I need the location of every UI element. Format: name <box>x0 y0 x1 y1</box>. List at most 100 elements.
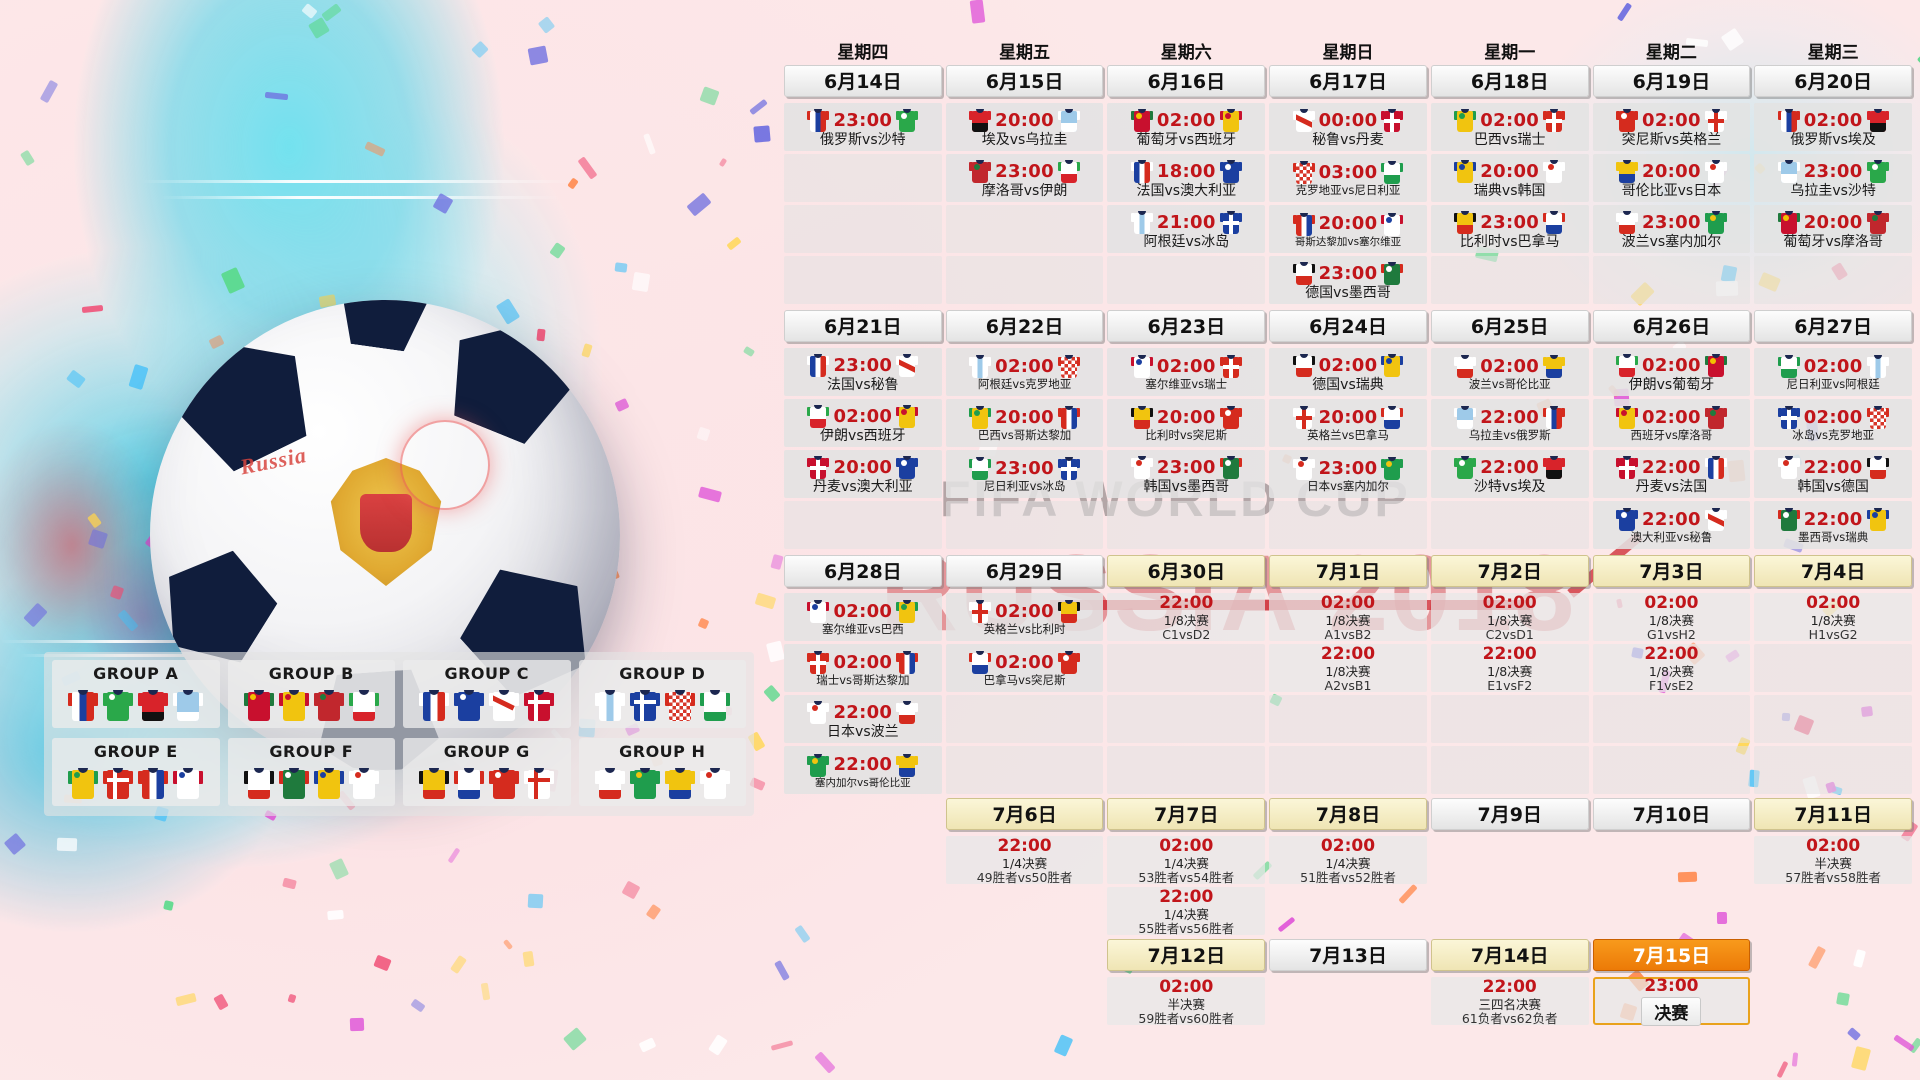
group-match-cell[interactable]: 23:00 俄罗斯vs沙特 <box>784 103 942 151</box>
group-match-cell[interactable]: 20:00 哥伦比亚vs日本 <box>1592 154 1751 202</box>
group-match-cell[interactable]: 02:00 塞尔维亚vs巴西 <box>784 593 942 641</box>
group-match-cell[interactable]: 02:00 德国vs瑞典 <box>1269 348 1427 396</box>
group-match-cell[interactable]: 23:00 日本vs塞内加尔 <box>1269 450 1427 498</box>
knockout-match-cell[interactable]: 02:00 1/8决赛 H1vsG2 <box>1754 593 1912 641</box>
knockout-match-cell[interactable]: 22:00 1/4决赛 49胜者vs50胜者 <box>945 836 1104 884</box>
group-match-cell[interactable]: 02:00 尼日利亚vs阿根廷 <box>1754 348 1912 396</box>
date-header[interactable]: 6月24日 <box>1269 310 1427 342</box>
date-header[interactable]: 6月27日 <box>1754 310 1912 342</box>
group-match-cell[interactable]: 23:00 摩洛哥vs伊朗 <box>945 154 1104 202</box>
date-header[interactable]: 7月9日 <box>1430 798 1589 830</box>
knockout-match-cell[interactable]: 22:00 1/8决赛 A2vsB1 <box>1269 644 1427 692</box>
group-match-cell[interactable]: 20:00 瑞典vs韩国 <box>1430 154 1589 202</box>
group-match-cell[interactable]: 20:00 葡萄牙vs摩洛哥 <box>1754 205 1912 253</box>
group-match-cell[interactable]: 22:00 日本vs波兰 <box>784 695 942 743</box>
group-match-cell[interactable]: 02:00 瑞士vs哥斯达黎加 <box>784 644 942 692</box>
group-match-cell[interactable]: 20:00 比利时vs突尼斯 <box>1107 399 1266 447</box>
group-match-cell[interactable]: 00:00 秘鲁vs丹麦 <box>1269 103 1427 151</box>
knockout-match-cell[interactable]: 22:00 1/8决赛 E1vsF2 <box>1430 644 1589 692</box>
group-match-cell[interactable]: 18:00 法国vs澳大利亚 <box>1107 154 1266 202</box>
date-header[interactable]: 7月11日 <box>1754 798 1912 830</box>
knockout-match-cell[interactable]: 02:00 1/8决赛 C2vsD1 <box>1430 593 1589 641</box>
knockout-match-cell[interactable]: 22:00 1/8决赛 C1vsD2 <box>1107 593 1266 641</box>
group-match-cell[interactable]: 22:00 墨西哥vs瑞典 <box>1754 501 1912 549</box>
date-header[interactable]: 7月8日 <box>1269 798 1427 830</box>
group-match-cell[interactable]: 23:00 乌拉圭vs沙特 <box>1754 154 1912 202</box>
group-match-cell[interactable]: 02:00 伊朗vs西班牙 <box>784 399 942 447</box>
group-box[interactable]: GROUP H <box>578 738 746 806</box>
date-header[interactable]: 7月7日 <box>1107 798 1266 830</box>
group-match-cell[interactable]: 22:00 丹麦vs法国 <box>1592 450 1751 498</box>
date-header[interactable]: 7月13日 <box>1269 939 1427 971</box>
group-match-cell[interactable]: 02:00 俄罗斯vs埃及 <box>1754 103 1912 151</box>
group-match-cell[interactable]: 23:00 法国vs秘鲁 <box>784 348 942 396</box>
date-header[interactable]: 6月15日 <box>945 65 1104 97</box>
group-box[interactable]: GROUP E <box>52 738 220 806</box>
date-header[interactable]: 7月10日 <box>1592 798 1751 830</box>
date-header[interactable]: 6月28日 <box>784 555 942 587</box>
group-match-cell[interactable]: 22:00 澳大利亚vs秘鲁 <box>1592 501 1751 549</box>
group-match-cell[interactable]: 02:00 塞尔维亚vs瑞士 <box>1107 348 1266 396</box>
group-box[interactable]: GROUP G <box>403 738 571 806</box>
knockout-match-cell[interactable]: 02:00 半决赛 59胜者vs60胜者 <box>1107 977 1266 1025</box>
date-header[interactable]: 6月21日 <box>784 310 942 342</box>
group-match-cell[interactable]: 22:00 沙特vs埃及 <box>1430 450 1589 498</box>
group-match-cell[interactable]: 20:00 巴西vs哥斯达黎加 <box>945 399 1104 447</box>
date-header[interactable]: 6月18日 <box>1430 65 1589 97</box>
group-match-cell[interactable]: 02:00 阿根廷vs克罗地亚 <box>945 348 1104 396</box>
group-match-cell[interactable]: 22:00 韩国vs德国 <box>1754 450 1912 498</box>
group-match-cell[interactable]: 23:00 尼日利亚vs冰岛 <box>945 450 1104 498</box>
group-match-cell[interactable]: 23:00 比利时vs巴拿马 <box>1430 205 1589 253</box>
date-header[interactable]: 6月16日 <box>1107 65 1266 97</box>
group-match-cell[interactable]: 02:00 冰岛vs克罗地亚 <box>1754 399 1912 447</box>
date-header[interactable]: 7月15日 <box>1592 939 1751 971</box>
date-header[interactable]: 6月30日 <box>1107 555 1266 587</box>
group-match-cell[interactable]: 20:00 哥斯达黎加vs塞尔维亚 <box>1269 205 1427 253</box>
date-header[interactable]: 7月3日 <box>1592 555 1751 587</box>
group-match-cell[interactable]: 02:00 巴西vs瑞士 <box>1430 103 1589 151</box>
knockout-match-cell[interactable]: 02:00 1/4决赛 53胜者vs54胜者 <box>1107 836 1266 884</box>
group-match-cell[interactable]: 21:00 阿根廷vs冰岛 <box>1107 205 1266 253</box>
date-header[interactable]: 6月23日 <box>1107 310 1266 342</box>
date-header[interactable]: 6月29日 <box>945 555 1104 587</box>
group-box[interactable]: GROUP A <box>52 660 220 728</box>
date-header[interactable]: 6月19日 <box>1592 65 1751 97</box>
date-header[interactable]: 6月25日 <box>1430 310 1589 342</box>
final-match-cell[interactable]: 23:00 决赛 <box>1592 976 1751 1026</box>
date-header[interactable]: 6月14日 <box>784 65 942 97</box>
group-match-cell[interactable]: 20:00 埃及vs乌拉圭 <box>945 103 1104 151</box>
group-match-cell[interactable]: 02:00 波兰vs哥伦比亚 <box>1430 348 1589 396</box>
knockout-match-cell[interactable]: 22:00 1/8决赛 F1vsE2 <box>1592 644 1751 692</box>
date-header[interactable]: 7月4日 <box>1754 555 1912 587</box>
knockout-match-cell[interactable]: 02:00 1/4决赛 51胜者vs52胜者 <box>1269 836 1427 884</box>
date-header[interactable]: 6月20日 <box>1754 65 1912 97</box>
date-header[interactable]: 7月1日 <box>1269 555 1427 587</box>
group-match-cell[interactable]: 03:00 克罗地亚vs尼日利亚 <box>1269 154 1427 202</box>
date-header[interactable]: 7月14日 <box>1430 939 1589 971</box>
group-match-cell[interactable]: 02:00 英格兰vs比利时 <box>945 593 1104 641</box>
group-match-cell[interactable]: 20:00 英格兰vs巴拿马 <box>1269 399 1427 447</box>
group-match-cell[interactable]: 02:00 伊朗vs葡萄牙 <box>1592 348 1751 396</box>
knockout-match-cell[interactable]: 02:00 半决赛 57胜者vs58胜者 <box>1754 836 1912 884</box>
date-header[interactable]: 7月12日 <box>1107 939 1266 971</box>
group-match-cell[interactable]: 22:00 塞内加尔vs哥伦比亚 <box>784 746 942 794</box>
group-match-cell[interactable]: 23:00 波兰vs塞内加尔 <box>1592 205 1751 253</box>
group-match-cell[interactable]: 02:00 巴拿马vs突尼斯 <box>945 644 1104 692</box>
knockout-match-cell[interactable]: 02:00 1/8决赛 G1vsH2 <box>1592 593 1751 641</box>
group-box[interactable]: GROUP B <box>227 660 395 728</box>
knockout-match-cell[interactable]: 02:00 1/8决赛 A1vsB2 <box>1269 593 1427 641</box>
group-match-cell[interactable]: 02:00 葡萄牙vs西班牙 <box>1107 103 1266 151</box>
knockout-match-cell[interactable]: 22:00 三四名决赛 61负者vs62负者 <box>1430 977 1589 1025</box>
date-header[interactable]: 6月26日 <box>1592 310 1751 342</box>
knockout-match-cell[interactable]: 22:00 1/4决赛 55胜者vs56胜者 <box>1107 887 1266 935</box>
group-box[interactable]: GROUP C <box>403 660 571 728</box>
group-match-cell[interactable]: 02:00 西班牙vs摩洛哥 <box>1592 399 1751 447</box>
group-match-cell[interactable]: 02:00 突尼斯vs英格兰 <box>1592 103 1751 151</box>
group-match-cell[interactable]: 20:00 丹麦vs澳大利亚 <box>784 450 942 498</box>
date-header[interactable]: 7月6日 <box>945 798 1104 830</box>
date-header[interactable]: 7月2日 <box>1430 555 1589 587</box>
date-header[interactable]: 6月22日 <box>945 310 1104 342</box>
group-match-cell[interactable]: 23:00 德国vs墨西哥 <box>1269 256 1427 304</box>
date-header[interactable]: 6月17日 <box>1269 65 1427 97</box>
group-box[interactable]: GROUP F <box>227 738 395 806</box>
